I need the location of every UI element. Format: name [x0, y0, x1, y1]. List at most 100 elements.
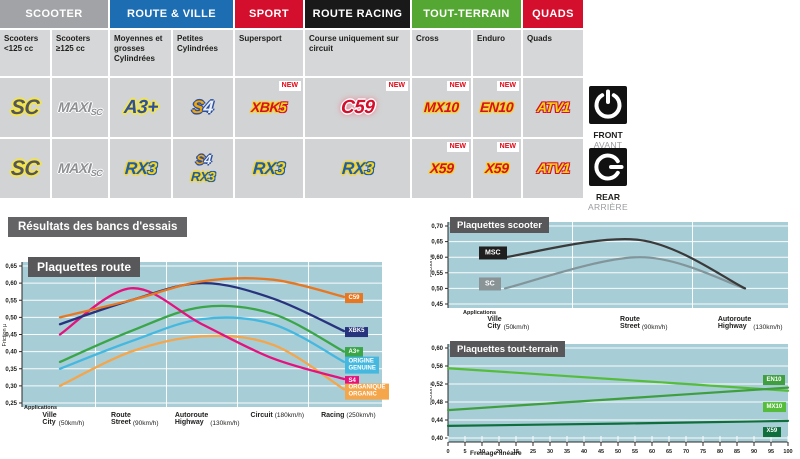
svg-text:0,40: 0,40	[5, 350, 17, 356]
subheader-5: Course uniquement sur circuit	[305, 30, 410, 76]
chart-plaquettes-scooter: 0,70 0,65 0,60 0,55 0,50 0,45 Friction µ MSC SC V…	[428, 215, 800, 340]
legend-chip-xbk5: XBK5	[345, 326, 369, 337]
svg-text:0,56: 0,56	[431, 364, 443, 370]
chart-plaquettes-tout-terrain: 0,60 0,56 0,52 0,48 0,44 0,40 0 5 10 20 15 25 30 35 40…	[428, 335, 800, 459]
svg-text:65: 65	[666, 449, 672, 455]
subheader-6: Cross	[412, 30, 471, 76]
svg-text:20: 20	[496, 449, 502, 455]
logo-x59: X59	[484, 159, 510, 176]
cell-front-scooters-ge125: MAXISC	[52, 78, 108, 137]
svg-text:0,65: 0,65	[5, 264, 17, 270]
rear-disc-icon	[589, 148, 627, 186]
logo-rx3: RX3	[190, 169, 216, 184]
svg-text:5: 5	[463, 449, 466, 455]
cell-front-petites-cylindrees: S4	[173, 78, 233, 137]
svg-text:15: 15	[513, 449, 519, 455]
new-badge: NEW	[446, 142, 469, 152]
svg-text:0,45: 0,45	[5, 333, 17, 339]
chart-plaquettes-route: 0,65 0,60 0,55 0,50 0,45 0,40 0,35 0,30 0,25 Fric…	[0, 255, 400, 459]
logo-rx3: RX3	[252, 158, 286, 178]
svg-text:0,45: 0,45	[431, 302, 443, 308]
svg-text:0,44: 0,44	[431, 418, 443, 424]
cell-rear-petites-cylindrees: S4 RX3	[173, 139, 233, 198]
svg-text:0,60: 0,60	[431, 346, 443, 352]
svg-text:85: 85	[734, 449, 740, 455]
chart-tt-svg: 0,60 0,56 0,52 0,48 0,44 0,40 0 5 10 20 15 25 30 35 40…	[428, 344, 793, 455]
cell-rear-course-circuit: RX3	[305, 139, 410, 198]
svg-text:45: 45	[598, 449, 604, 455]
front-disc-icon	[589, 86, 627, 124]
svg-text:0,55: 0,55	[431, 271, 443, 277]
logo-s4: S4	[195, 152, 212, 167]
subheader-3: Petites Cylindrées	[173, 30, 233, 76]
subheader-1: Scooters ≥125 cc	[52, 30, 108, 76]
chart-route-svg: 0,65 0,60 0,55 0,50 0,45 0,40 0,35 0,30 0,25 Fric…	[2, 262, 382, 407]
logo-rx3: RX3	[124, 158, 157, 178]
x-label-autoroute: Autoroute Highway (130km/h)	[174, 412, 240, 427]
legend-chip-organique-organic: ORGANIQUE ORGANIC	[345, 383, 390, 401]
svg-text:90: 90	[751, 449, 757, 455]
arriere-label: ARRIÈRE	[588, 202, 628, 212]
subheader-7: Enduro	[473, 30, 521, 76]
legend-chip-a3-: A3+	[345, 347, 364, 358]
logo-atv1: ATV1	[536, 98, 571, 115]
series-line-a3-	[58, 304, 346, 364]
svg-text:40: 40	[581, 449, 587, 455]
svg-text:0,50: 0,50	[431, 286, 443, 292]
x-label-ville: Ville City (50km/h)	[42, 412, 85, 427]
subheader-8: Quads	[523, 30, 583, 76]
logo-atv1: ATV1	[536, 159, 571, 176]
subheader-0: Scooters <125 cc	[0, 30, 50, 76]
cell-rear-moyennes-cylindrees: RX3	[110, 139, 171, 198]
svg-text:0,70: 0,70	[431, 224, 443, 230]
logo-maxisc: MAXISC	[57, 159, 103, 178]
logo-c59: C59	[340, 97, 375, 118]
new-badge: NEW	[385, 81, 408, 91]
svg-text:Friction µ: Friction µ	[2, 323, 8, 347]
cell-rear-scooters-lt125: SC	[0, 139, 50, 198]
svg-text:Friction µ: Friction µ	[430, 253, 434, 277]
svg-text:100: 100	[783, 449, 792, 455]
svg-text:80: 80	[717, 449, 723, 455]
series-line-sc	[503, 256, 747, 290]
x-label-autoroute: Autoroute Highway (130km/h)	[717, 316, 783, 331]
subheader-4: Supersport	[235, 30, 303, 76]
new-badge: NEW	[446, 81, 469, 91]
svg-text:0,52: 0,52	[431, 382, 443, 388]
legend-chip-c59: C59	[345, 293, 364, 304]
svg-text:0,40: 0,40	[431, 436, 443, 442]
new-badge: NEW	[278, 81, 301, 91]
legend-chip-sc: SC	[479, 277, 501, 291]
cell-rear-cross: NEW X59	[412, 139, 471, 198]
applications-label: Applications	[24, 405, 58, 411]
chart-title-chart-route: Plaquettes route	[28, 257, 141, 277]
logo-maxisc: MAXISC	[57, 98, 103, 117]
svg-text:30: 30	[547, 449, 553, 455]
category-header-route-racing: ROUTE RACING	[305, 0, 410, 28]
logo-rx3: RX3	[341, 158, 374, 178]
results-title: Résultats des bancs d'essais	[8, 217, 188, 237]
series-line-en10	[446, 367, 790, 392]
series-line-xbk5	[58, 281, 346, 333]
cell-front-supersport: NEW XBK5	[235, 78, 303, 137]
svg-text:0,50: 0,50	[5, 315, 17, 321]
series-line-msc	[503, 238, 747, 290]
series-line-organique-organic	[58, 334, 346, 391]
svg-text:55: 55	[632, 449, 638, 455]
svg-text:25: 25	[530, 449, 536, 455]
logo-en10: EN10	[479, 98, 515, 115]
logo-x59: X59	[429, 159, 454, 176]
svg-text:Friction µ: Friction µ	[430, 381, 434, 405]
svg-text:0,60: 0,60	[431, 255, 443, 261]
front-axle-block: FRONT AVANT	[585, 86, 631, 150]
x-label-racing: Racing (250km/h)	[321, 412, 376, 420]
svg-text:0,25: 0,25	[5, 401, 17, 407]
category-header-route-ville: ROUTE & VILLE	[110, 0, 233, 28]
svg-text:35: 35	[564, 449, 570, 455]
category-header-scooter: SCOOTER	[0, 0, 108, 28]
cell-front-course-circuit: NEW C59	[305, 78, 410, 137]
chart-title-chart-scooter: Plaquettes scooter	[450, 217, 549, 233]
logo-xbk5: XBK5	[250, 98, 288, 115]
svg-text:0: 0	[446, 449, 449, 455]
